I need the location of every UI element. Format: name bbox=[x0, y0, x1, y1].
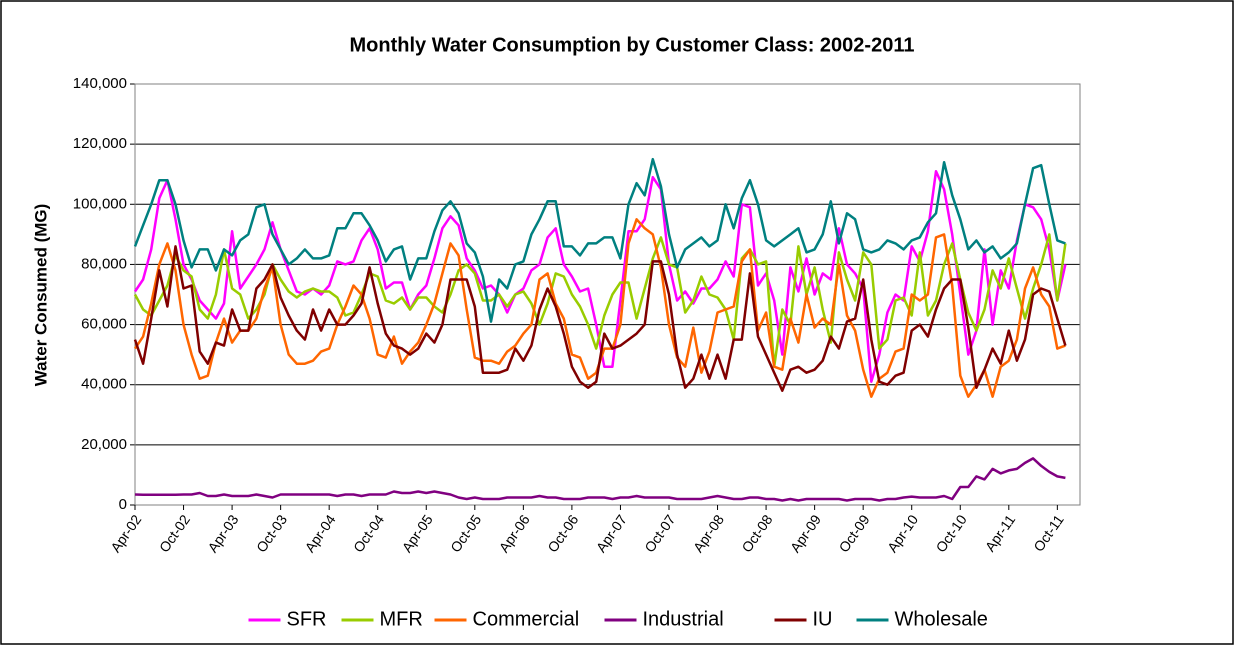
y-tick-label: 20,000 bbox=[81, 436, 127, 453]
chart-title: Monthly Water Consumption by Customer Cl… bbox=[350, 34, 915, 56]
legend-label: Commercial bbox=[473, 608, 580, 630]
series-line bbox=[133, 169, 1067, 383]
series-line bbox=[133, 233, 1067, 368]
legend-label: MFR bbox=[380, 608, 423, 630]
legend-label: Industrial bbox=[643, 608, 724, 630]
y-tick-label: 80,000 bbox=[81, 255, 127, 272]
legend-label: Wholesale bbox=[895, 608, 988, 630]
y-tick-label: 40,000 bbox=[81, 376, 127, 393]
series-line bbox=[133, 157, 1066, 323]
y-tick-label: 100,000 bbox=[73, 195, 127, 212]
y-tick-label: 140,000 bbox=[73, 75, 127, 92]
y-tick-label: 0 bbox=[119, 496, 127, 513]
legend-label: SFR bbox=[287, 608, 327, 630]
y-axis-label: Water Consumed (MG) bbox=[31, 204, 50, 387]
y-tick-label: 120,000 bbox=[73, 135, 127, 152]
legend-label: IU bbox=[813, 608, 833, 630]
series-line bbox=[133, 245, 1067, 392]
y-tick-label: 60,000 bbox=[81, 316, 127, 333]
series-line bbox=[134, 457, 1066, 502]
